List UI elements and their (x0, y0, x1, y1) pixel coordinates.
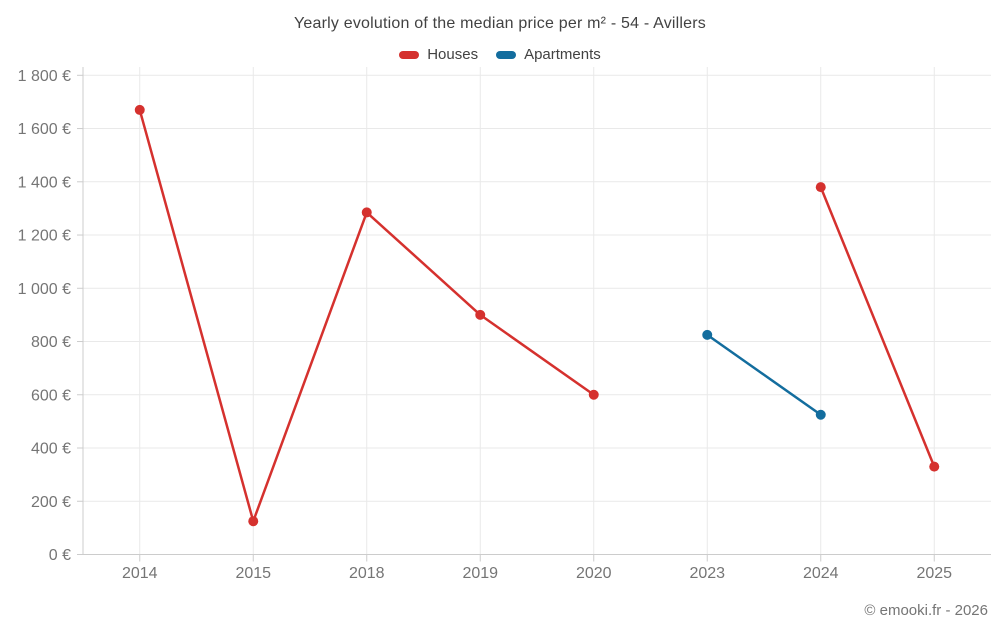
y-tick-label: 200 € (31, 494, 71, 511)
houses-point-2019[interactable] (475, 309, 486, 320)
houses-point-2024[interactable] (815, 182, 826, 193)
y-tick-label: 1 000 € (18, 281, 71, 298)
houses-point-2018[interactable] (361, 207, 372, 218)
copyright-credit: © emooki.fr - 2026 (864, 602, 988, 619)
chart-title: Yearly evolution of the median price per… (294, 15, 706, 32)
y-tick-label: 1 800 € (18, 68, 71, 85)
x-tick-label: 2018 (349, 565, 385, 582)
houses-point-2025[interactable] (929, 461, 940, 472)
x-tick-label: 2024 (803, 565, 839, 582)
y-tick-label: 800 € (31, 334, 71, 351)
legend-item-houses[interactable]: Houses (399, 46, 478, 63)
y-tick-label: 400 € (31, 441, 71, 458)
x-tick-label: 2025 (916, 565, 952, 582)
houses-legend-label: Houses (427, 46, 479, 63)
houses-series-line (819, 185, 936, 468)
legend-item-apartments[interactable]: Apartments (496, 46, 601, 63)
apartments-series-line (706, 333, 822, 416)
x-tick-label: 2020 (576, 565, 612, 582)
x-tick-label: 2015 (235, 565, 271, 582)
y-tick-label: 600 € (31, 387, 71, 404)
y-tick-label: 1 400 € (18, 174, 71, 191)
houses-point-2015[interactable] (248, 516, 259, 527)
y-tick-label: 1 200 € (18, 228, 71, 245)
apartments-point-2023[interactable] (702, 329, 713, 340)
x-tick-label: 2023 (689, 565, 725, 582)
x-tick-label: 2019 (462, 565, 498, 582)
y-tick-label: 1 600 € (18, 121, 71, 138)
apartments-legend-label: Apartments (524, 46, 601, 63)
apartments-legend-swatch-icon (496, 50, 517, 59)
houses-point-2014[interactable] (134, 104, 145, 115)
x-tick-label: 2014 (122, 565, 158, 582)
houses-point-2020[interactable] (588, 389, 599, 400)
y-tick-label: 0 € (49, 547, 71, 564)
chart-legend: Houses Apartments (0, 46, 1000, 63)
houses-legend-swatch-icon (399, 50, 420, 59)
apartments-point-2024[interactable] (815, 409, 826, 420)
